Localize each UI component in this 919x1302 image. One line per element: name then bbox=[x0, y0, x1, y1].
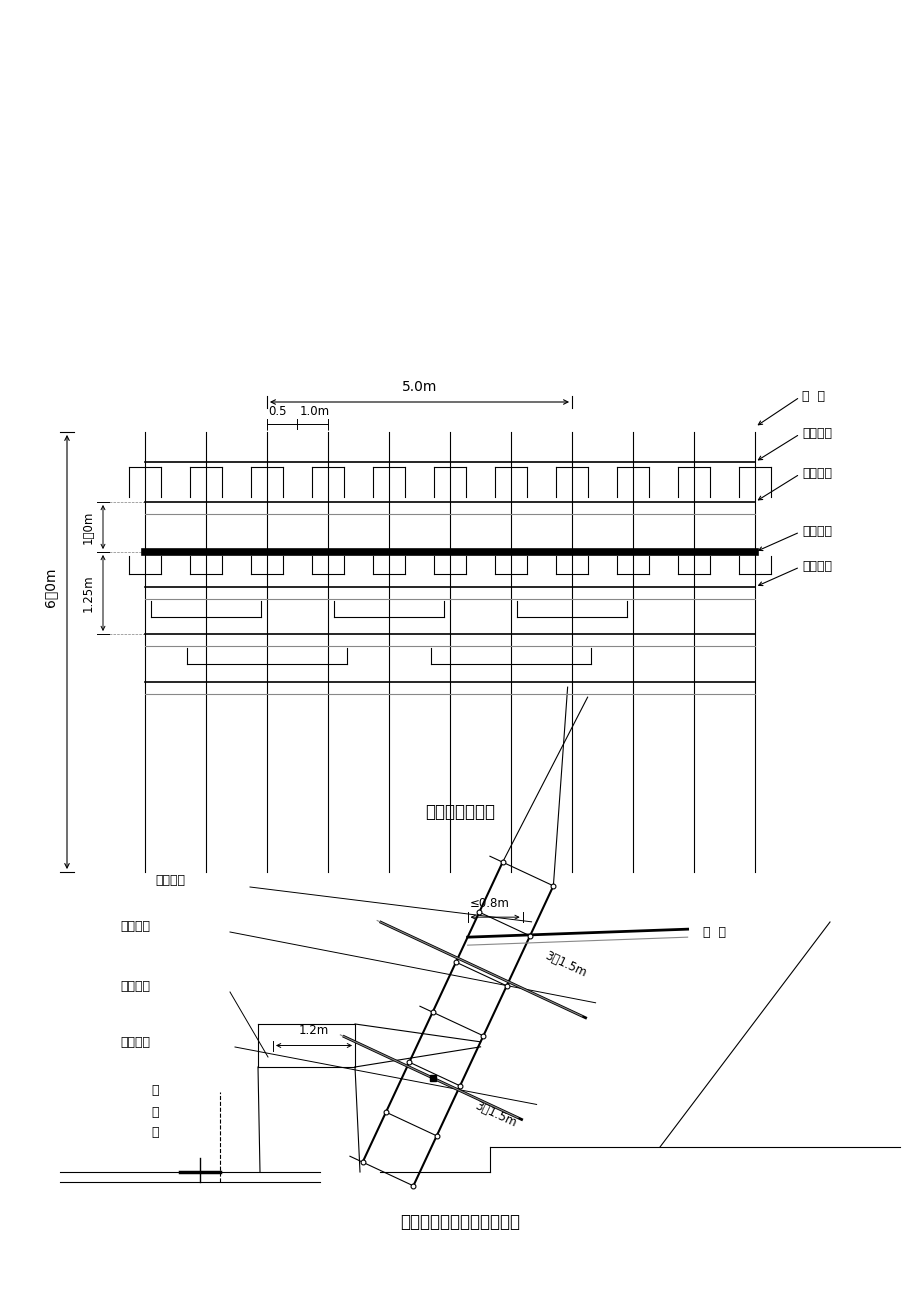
Text: 操作平台: 操作平台 bbox=[119, 979, 150, 992]
Text: 1.2m: 1.2m bbox=[299, 1025, 329, 1038]
Text: 立  柱: 立 柱 bbox=[801, 391, 824, 404]
Text: 夹板螺栓: 夹板螺栓 bbox=[154, 874, 185, 887]
Text: ≤0.8m: ≤0.8m bbox=[470, 897, 509, 910]
Text: 排架侧面及操作平台示意图: 排架侧面及操作平台示意图 bbox=[400, 1213, 519, 1230]
Text: 1.25m: 1.25m bbox=[82, 574, 95, 612]
Text: 0.5: 0.5 bbox=[267, 405, 286, 418]
Text: 6．0m: 6．0m bbox=[43, 568, 57, 607]
Text: 底层排架: 底层排架 bbox=[801, 526, 831, 539]
Text: 锚  杆: 锚 杆 bbox=[702, 926, 725, 939]
Text: 3＊1.5m: 3＊1.5m bbox=[542, 949, 588, 979]
Text: 排架网格示意图: 排架网格示意图 bbox=[425, 803, 494, 822]
Text: 整体顺梁: 整体顺梁 bbox=[801, 467, 831, 480]
Text: 既
有
线: 既 有 线 bbox=[151, 1085, 159, 1139]
Text: 3＊1.5m: 3＊1.5m bbox=[472, 1099, 518, 1129]
Text: 1.0m: 1.0m bbox=[300, 405, 329, 418]
Text: 一般顺梁: 一般顺梁 bbox=[119, 921, 150, 934]
Text: 5.0m: 5.0m bbox=[402, 380, 437, 395]
Text: 1．0m: 1．0m bbox=[82, 510, 95, 544]
Text: 一般顺梁: 一般顺梁 bbox=[801, 560, 831, 573]
Text: 整体顺梁: 整体顺梁 bbox=[119, 1035, 150, 1048]
Text: 二层排架: 二层排架 bbox=[801, 427, 831, 440]
